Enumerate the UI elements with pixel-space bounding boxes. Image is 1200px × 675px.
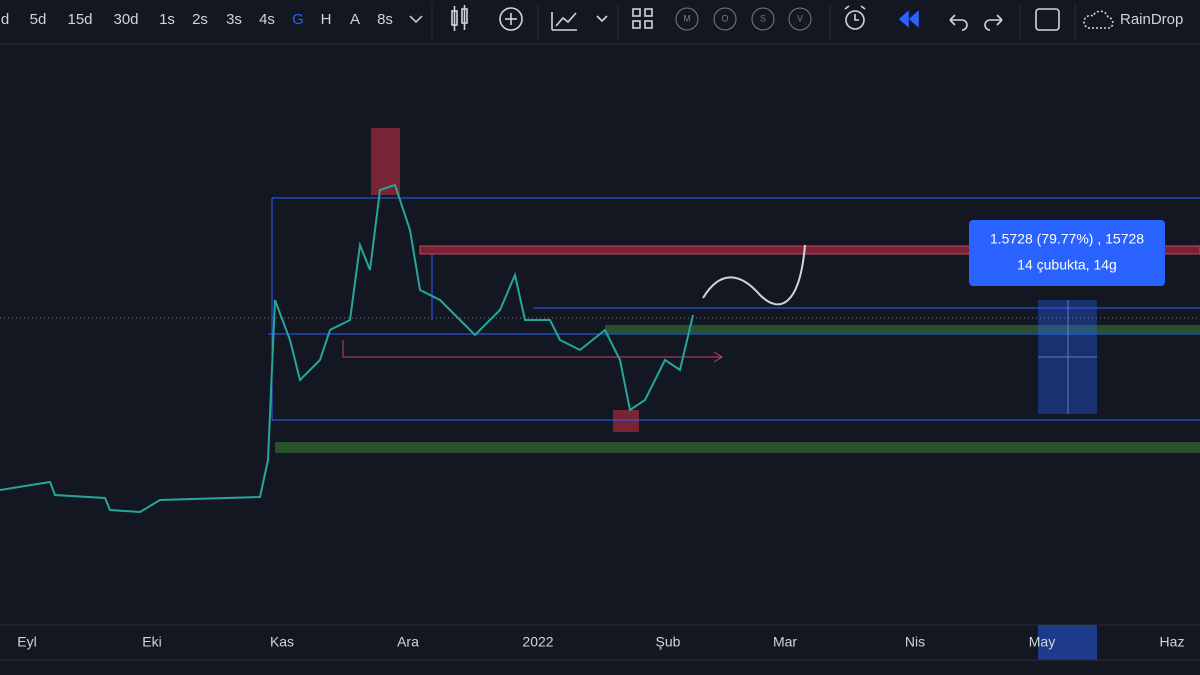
time-label: Eki bbox=[142, 634, 161, 650]
indicator-badge[interactable] bbox=[751, 7, 775, 31]
symbol-name[interactable]: RainDrop bbox=[1120, 11, 1183, 28]
interval-button[interactable]: A bbox=[350, 11, 360, 28]
measure-cross bbox=[1038, 300, 1097, 414]
tooltip-text: 1.5728 (79.77%) , 15728 bbox=[990, 231, 1144, 247]
interval-button[interactable]: H bbox=[321, 11, 332, 28]
undo-icon[interactable] bbox=[949, 14, 968, 31]
indicator-label[interactable]: M bbox=[683, 13, 691, 23]
cloud-icon[interactable] bbox=[1083, 10, 1114, 29]
support-zone bbox=[605, 325, 1200, 334]
layout-icon[interactable] bbox=[632, 8, 653, 29]
time-label: Mar bbox=[773, 634, 797, 650]
interval-dropdown[interactable] bbox=[409, 15, 423, 24]
interval-button[interactable]: 15d bbox=[67, 11, 92, 28]
replay-icon[interactable] bbox=[898, 10, 919, 28]
indicator-badge[interactable] bbox=[788, 7, 812, 31]
indicator-badge[interactable] bbox=[675, 7, 699, 31]
indicator-label[interactable]: S bbox=[760, 13, 766, 23]
time-axis: Eyl Eki Kas Ara 2022 Şub Mar Nis May Haz bbox=[17, 634, 1184, 650]
projection-curve bbox=[702, 244, 806, 306]
time-label: Şub bbox=[656, 634, 681, 650]
interval-button[interactable]: 5d bbox=[30, 11, 47, 28]
interval-button[interactable]: 4s bbox=[259, 11, 275, 28]
fullscreen-icon[interactable] bbox=[1035, 8, 1060, 31]
support-zone bbox=[275, 442, 1200, 453]
time-label: Nis bbox=[905, 634, 925, 650]
red-box bbox=[371, 128, 400, 195]
interval-button[interactable]: 8s bbox=[377, 11, 393, 28]
interval-button[interactable]: 3s bbox=[226, 11, 242, 28]
price-line bbox=[0, 183, 694, 514]
alert-icon[interactable] bbox=[844, 5, 866, 30]
candles-icon[interactable] bbox=[451, 5, 468, 31]
indicators-icon[interactable] bbox=[551, 12, 608, 31]
interval-button[interactable]: 2s bbox=[192, 11, 208, 28]
indicator-label[interactable]: O bbox=[721, 13, 728, 23]
interval-button[interactable]: d bbox=[1, 11, 9, 28]
time-label: Ara bbox=[397, 634, 419, 650]
tooltip-text: 14 çubukta, 14g bbox=[1017, 257, 1117, 273]
arrow bbox=[342, 340, 723, 363]
toolbar-separators bbox=[431, 4, 1076, 40]
indicator-label[interactable]: V bbox=[797, 13, 803, 23]
interval-button[interactable]: G bbox=[292, 11, 304, 28]
interval-button[interactable]: 30d bbox=[113, 11, 138, 28]
red-box bbox=[613, 410, 639, 432]
toolbar-texts: d 5d 15d 30d 1s 2s 3s 4s G H A 8s M O S V RainDrop bbox=[1, 7, 1183, 31]
time-label: Kas bbox=[270, 634, 294, 650]
add-indicator-icon[interactable] bbox=[499, 7, 523, 31]
time-label: Haz bbox=[1160, 634, 1185, 650]
interval-button[interactable]: 1s bbox=[159, 11, 175, 28]
time-label: Eyl bbox=[17, 634, 36, 650]
redo-icon[interactable] bbox=[984, 14, 1003, 31]
measure-tooltip bbox=[969, 220, 1165, 286]
axis-highlight bbox=[1038, 625, 1097, 660]
indicator-badge[interactable] bbox=[713, 7, 737, 31]
time-label: May bbox=[1029, 634, 1055, 650]
time-label: 2022 bbox=[522, 634, 553, 650]
resistance-zone bbox=[419, 245, 1200, 255]
